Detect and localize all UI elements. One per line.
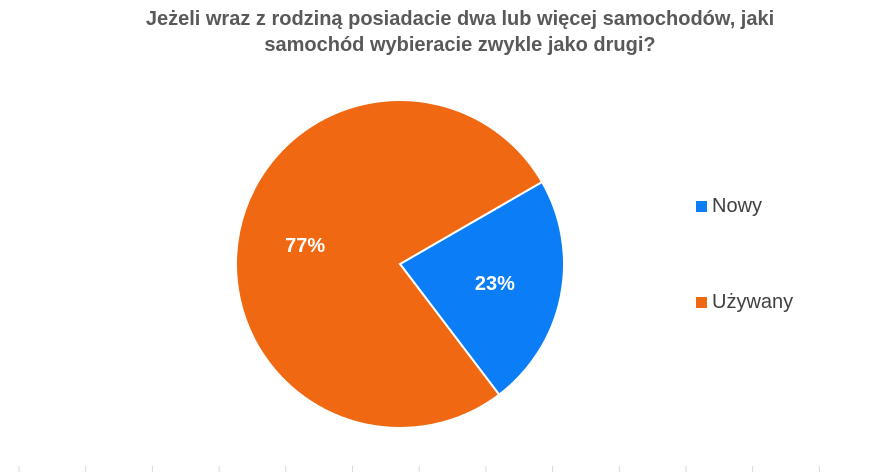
legend-label-nowy: Nowy	[712, 195, 763, 217]
pie-data-labels: 23% 77%	[285, 235, 515, 295]
chart-title: Jeżeli wraz z rodziną posiadacie dwa lub…	[0, 6, 895, 58]
chart-title-line-2: samochód wybieracie zwykle jako drugi?	[264, 34, 656, 56]
legend-swatch-nowy	[696, 201, 707, 212]
axis-baseline	[18, 466, 820, 472]
data-label-używany: 77%	[285, 235, 325, 257]
pie-slice-używany	[235, 99, 544, 429]
legend-item-nowy: Nowy	[696, 195, 762, 218]
legend-item-uzywany: Używany	[696, 291, 793, 314]
legend-swatch-uzywany	[696, 297, 707, 308]
pie-slice-nowy	[398, 180, 565, 397]
legend-label-uzywany: Używany	[712, 291, 794, 313]
chart-title-line-1: Jeżeli wraz z rodziną posiadacie dwa lub…	[145, 8, 775, 30]
pie-slices	[235, 99, 565, 429]
data-label-nowy: 23%	[475, 273, 515, 295]
